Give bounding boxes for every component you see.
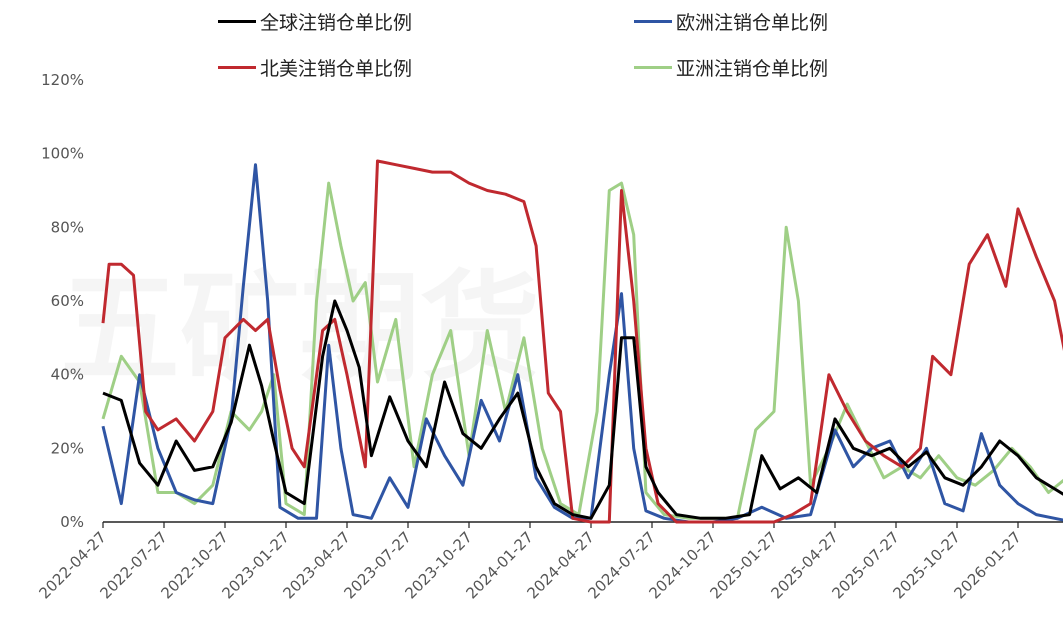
y-axis: 0% 20% 40% 60% 80% 100% 120%	[41, 71, 84, 531]
legend-swatch-europe	[634, 20, 672, 23]
legend-swatch-north-america	[218, 66, 256, 69]
legend-swatch-global	[218, 20, 256, 23]
legend-label-asia: 亚洲注销仓单比例	[676, 58, 829, 80]
series-layer	[101, 159, 1063, 524]
y-tick-label: 60%	[51, 292, 84, 310]
series-line-1	[101, 163, 1063, 524]
series-line-0	[102, 299, 1063, 520]
legend-item-north-america: 北美注销仓单比例	[218, 54, 412, 81]
y-tick-label: 120%	[41, 71, 84, 89]
series-line-2	[101, 159, 1063, 524]
series-line-3	[101, 181, 1063, 520]
legend-item-global: 全球注销仓单比例	[218, 8, 412, 35]
legend-item-europe: 欧洲注销仓单比例	[634, 8, 828, 35]
watermark-text: 五矿期货	[60, 260, 540, 399]
legend-label-north-america: 北美注销仓单比例	[260, 58, 413, 80]
y-tick-label: 80%	[51, 218, 84, 236]
y-tick-label: 20%	[51, 439, 84, 457]
y-tick-label: 0%	[60, 513, 84, 531]
legend-swatch-asia	[634, 66, 672, 69]
y-tick-label: 100%	[41, 145, 84, 163]
y-tick-label: 40%	[51, 366, 84, 384]
legend-label-global: 全球注销仓单比例	[260, 12, 413, 34]
x-axis: 2022-04-272022-07-272022-10-272023-01-27…	[35, 521, 1063, 602]
legend-item-asia: 亚洲注销仓单比例	[634, 54, 828, 81]
legend-label-europe: 欧洲注销仓单比例	[676, 12, 829, 34]
